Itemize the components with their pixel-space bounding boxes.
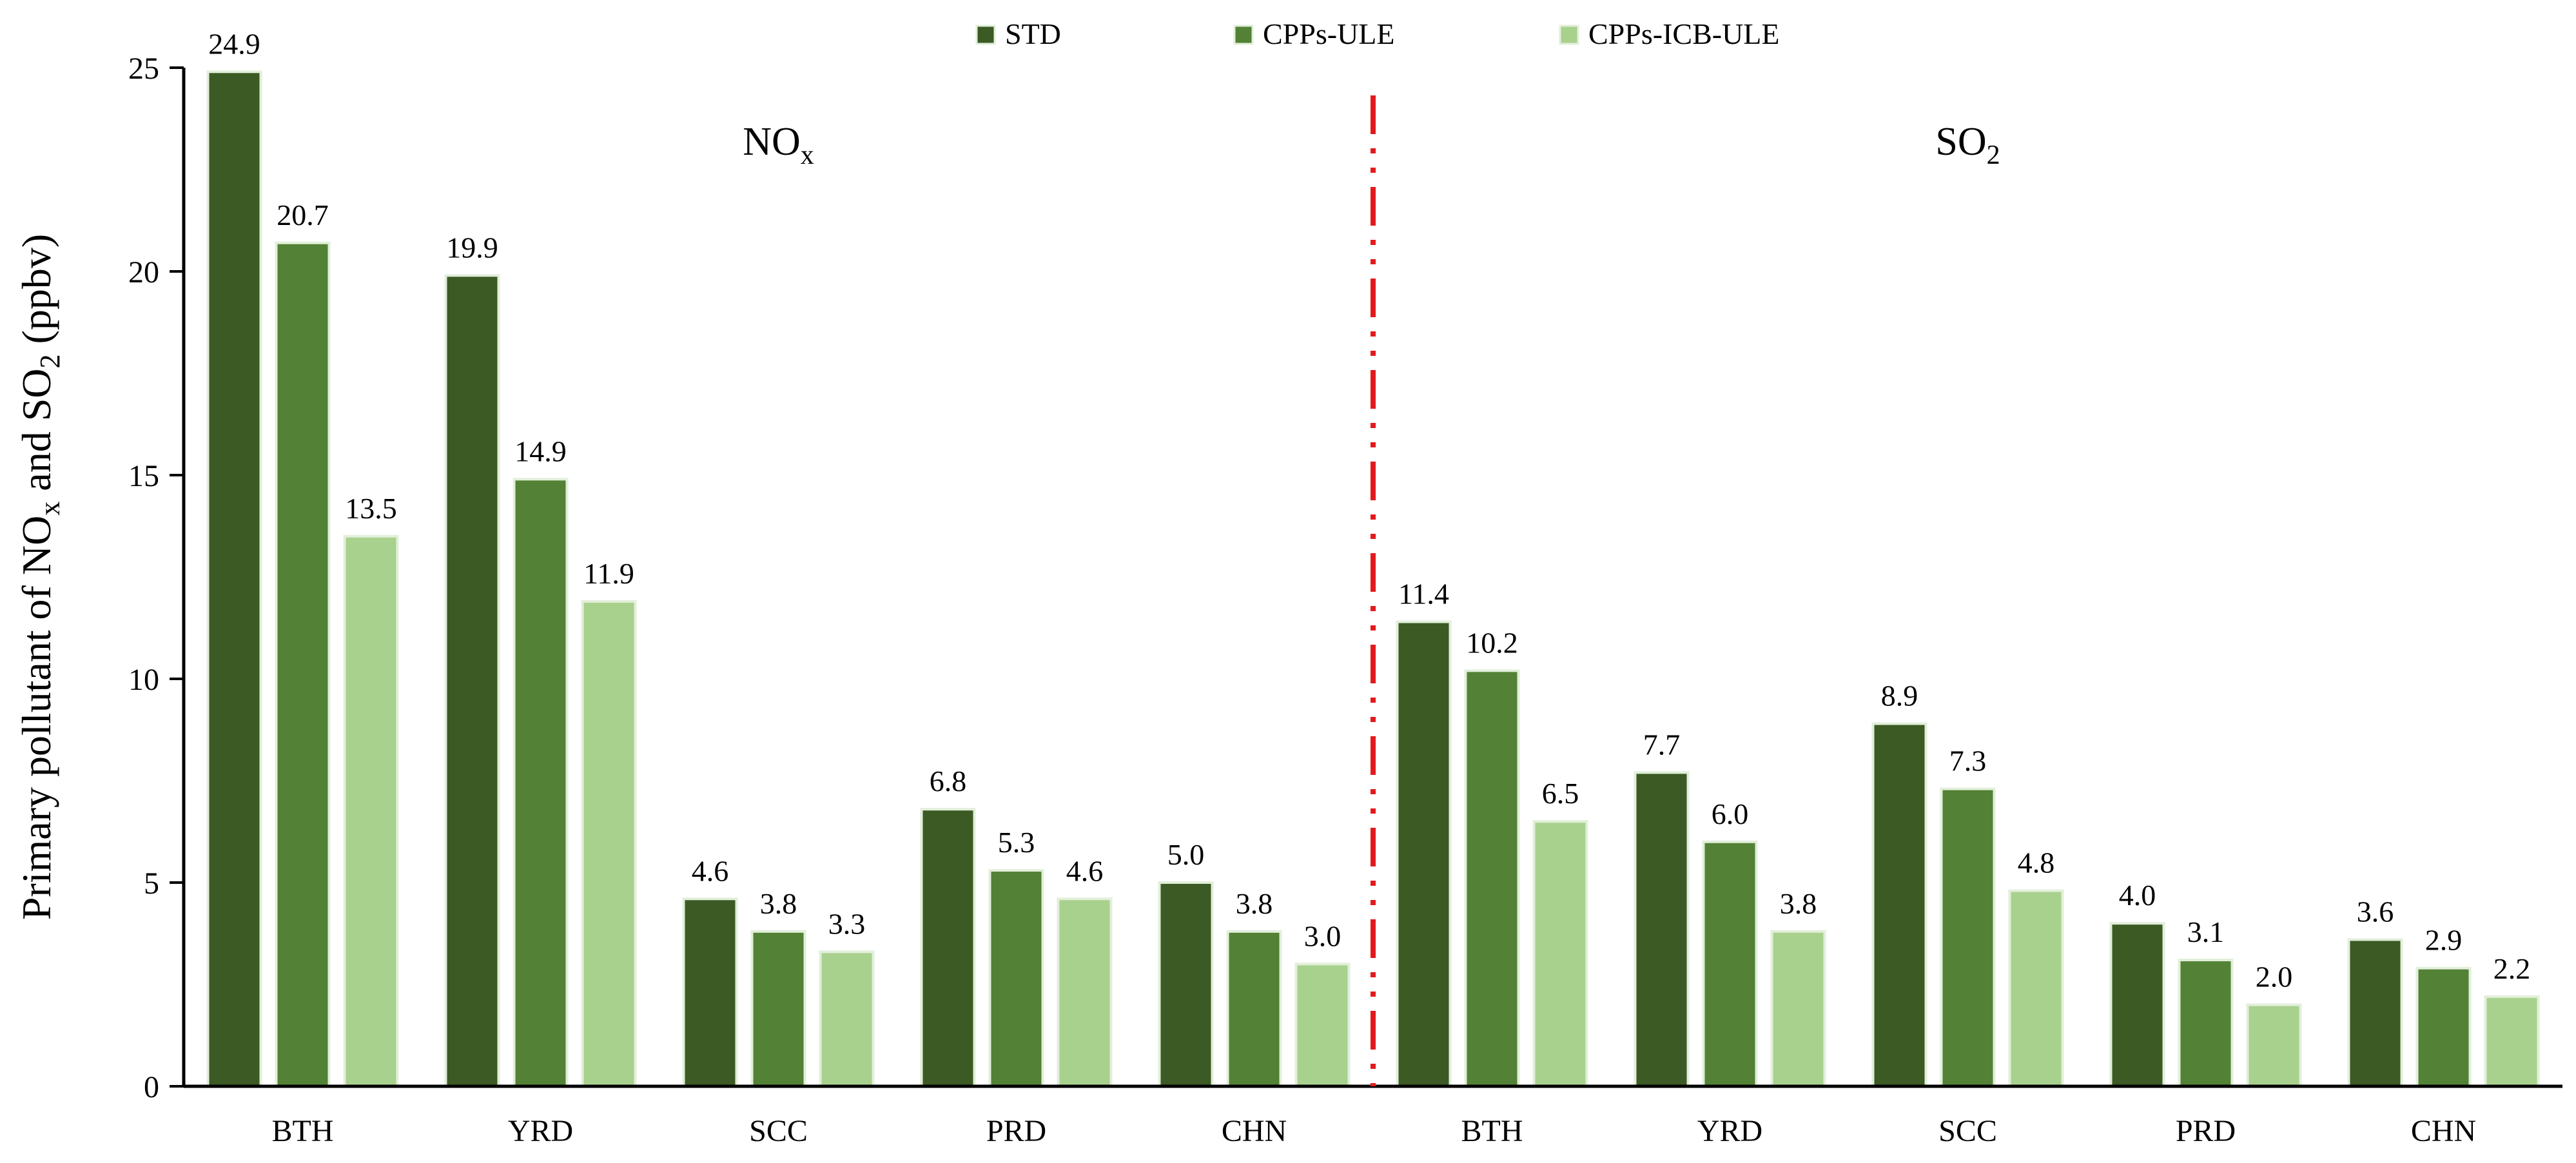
legend-label: STD bbox=[1005, 17, 1061, 50]
y-axis-title: Primary pollutant of NOx and SO2 (ppbv) bbox=[14, 234, 66, 920]
bar-cpps-icb-ule-scc bbox=[2008, 889, 2064, 1088]
bar-cpps-icb-ule-prd bbox=[2246, 1003, 2302, 1088]
bar-std-prd bbox=[920, 808, 976, 1088]
data-label: 7.3 bbox=[1949, 745, 1987, 777]
data-label: 3.1 bbox=[2187, 915, 2225, 948]
y-axis-ticks: 0 5 10 15 20 25 bbox=[128, 52, 184, 1104]
legend: STD CPPs-ULE CPPs-ICB-ULE bbox=[975, 17, 1779, 50]
bar-std-yrd bbox=[1634, 771, 1690, 1088]
bar-cpps-ule-bth bbox=[275, 241, 331, 1088]
category-label: YRD bbox=[1697, 1114, 1762, 1148]
data-label: 2.9 bbox=[2425, 924, 2463, 957]
category-label: PRD bbox=[986, 1114, 1046, 1148]
data-labels: 24.9 20.7 13.5 19.9 14.9 11.9 4.6 3.8 3.3 6.8 5.3 4… bbox=[208, 27, 2530, 993]
data-label: 24.9 bbox=[208, 27, 260, 60]
data-label: 3.8 bbox=[1780, 887, 1817, 920]
bar-cpps-ule-bth bbox=[1464, 669, 1520, 1088]
category-label: YRD bbox=[508, 1114, 573, 1148]
bars bbox=[206, 70, 2540, 1088]
data-label: 5.0 bbox=[1167, 838, 1205, 871]
legend-label: CPPs-ULE bbox=[1263, 17, 1394, 50]
bar-cpps-ule-chn bbox=[2415, 966, 2472, 1088]
panel-label: NOx bbox=[743, 120, 814, 170]
legend-swatch bbox=[1559, 24, 1579, 45]
bar-std-chn bbox=[2347, 938, 2403, 1088]
bar-cpps-icb-ule-chn bbox=[1294, 963, 1351, 1088]
data-label: 3.3 bbox=[828, 907, 866, 940]
bar-std-yrd bbox=[444, 274, 500, 1088]
data-label: 2.2 bbox=[2493, 952, 2531, 985]
bar-std-bth bbox=[1396, 620, 1452, 1088]
bar-cpps-icb-ule-scc bbox=[819, 950, 875, 1088]
bar-std-bth bbox=[206, 70, 262, 1088]
y-tick-label: 0 bbox=[144, 1070, 159, 1104]
legend-label: CPPs-ICB-ULE bbox=[1588, 17, 1779, 50]
y-tick-label: 5 bbox=[144, 866, 159, 901]
bar-cpps-ule-yrd bbox=[512, 478, 569, 1088]
category-labels: BTH YRD SCC PRD CHN BTH YRD SCC PRD CHN bbox=[272, 1114, 2477, 1148]
bar-cpps-icb-ule-chn bbox=[2484, 995, 2540, 1088]
y-tick-label: 25 bbox=[128, 52, 159, 86]
data-label: 8.9 bbox=[1881, 679, 1918, 712]
data-label: 7.7 bbox=[1643, 728, 1681, 761]
data-label: 13.5 bbox=[345, 492, 397, 525]
bar-cpps-ule-yrd bbox=[1702, 840, 1758, 1088]
data-label: 3.0 bbox=[1304, 919, 1342, 952]
bar-cpps-ule-prd bbox=[2178, 959, 2234, 1088]
bar-cpps-icb-ule-bth bbox=[1532, 820, 1588, 1088]
legend-swatch bbox=[975, 24, 996, 45]
legend-swatch bbox=[1233, 24, 1254, 45]
y-tick-label: 10 bbox=[128, 663, 159, 697]
data-label: 6.0 bbox=[1712, 797, 1749, 830]
category-label: CHN bbox=[1222, 1114, 1287, 1148]
y-axis-label: Primary pollutant of NOx and SO2 (ppbv) bbox=[14, 234, 66, 920]
data-label: 5.3 bbox=[998, 826, 1035, 859]
data-label: 3.8 bbox=[760, 887, 797, 920]
data-label: 3.8 bbox=[1236, 887, 1273, 920]
bar-std-scc bbox=[682, 897, 738, 1088]
data-label: 4.6 bbox=[692, 854, 729, 887]
bar-std-scc bbox=[1871, 722, 1927, 1088]
y-tick-label: 15 bbox=[128, 459, 159, 493]
bar-cpps-ule-prd bbox=[988, 869, 1044, 1088]
bar-cpps-icb-ule-prd bbox=[1057, 897, 1113, 1088]
data-label: 19.9 bbox=[446, 231, 498, 264]
category-label: SCC bbox=[1938, 1114, 1997, 1148]
data-label: 3.6 bbox=[2357, 895, 2394, 928]
category-label: BTH bbox=[1461, 1114, 1523, 1148]
category-label: BTH bbox=[272, 1114, 334, 1148]
category-label: CHN bbox=[2411, 1114, 2476, 1148]
data-label: 6.8 bbox=[930, 765, 967, 797]
bar-cpps-ule-scc bbox=[1940, 787, 1996, 1088]
data-label: 11.4 bbox=[1398, 578, 1449, 611]
data-label: 6.5 bbox=[1542, 777, 1579, 810]
bar-cpps-icb-ule-bth bbox=[343, 534, 399, 1088]
data-label: 4.8 bbox=[2018, 846, 2055, 879]
y-tick-label: 20 bbox=[128, 255, 159, 289]
data-label: 10.2 bbox=[1466, 626, 1518, 659]
bar-cpps-ule-chn bbox=[1226, 930, 1282, 1088]
data-label: 2.0 bbox=[2256, 961, 2293, 993]
data-label: 11.9 bbox=[583, 557, 634, 590]
panel-labels: NOx SO2 bbox=[743, 120, 2000, 170]
bar-cpps-icb-ule-yrd bbox=[1770, 930, 1826, 1088]
data-label: 14.9 bbox=[514, 435, 567, 467]
bar-cpps-ule-scc bbox=[750, 930, 806, 1088]
data-label: 4.0 bbox=[2119, 879, 2156, 912]
bar-std-prd bbox=[2109, 922, 2165, 1088]
data-label: 4.6 bbox=[1066, 854, 1104, 887]
category-label: PRD bbox=[2176, 1114, 2236, 1148]
panel-label: SO2 bbox=[1935, 120, 2000, 170]
bar-cpps-icb-ule-yrd bbox=[581, 600, 637, 1088]
bar-std-chn bbox=[1158, 881, 1214, 1088]
category-label: SCC bbox=[749, 1114, 808, 1148]
data-label: 20.7 bbox=[277, 199, 329, 231]
